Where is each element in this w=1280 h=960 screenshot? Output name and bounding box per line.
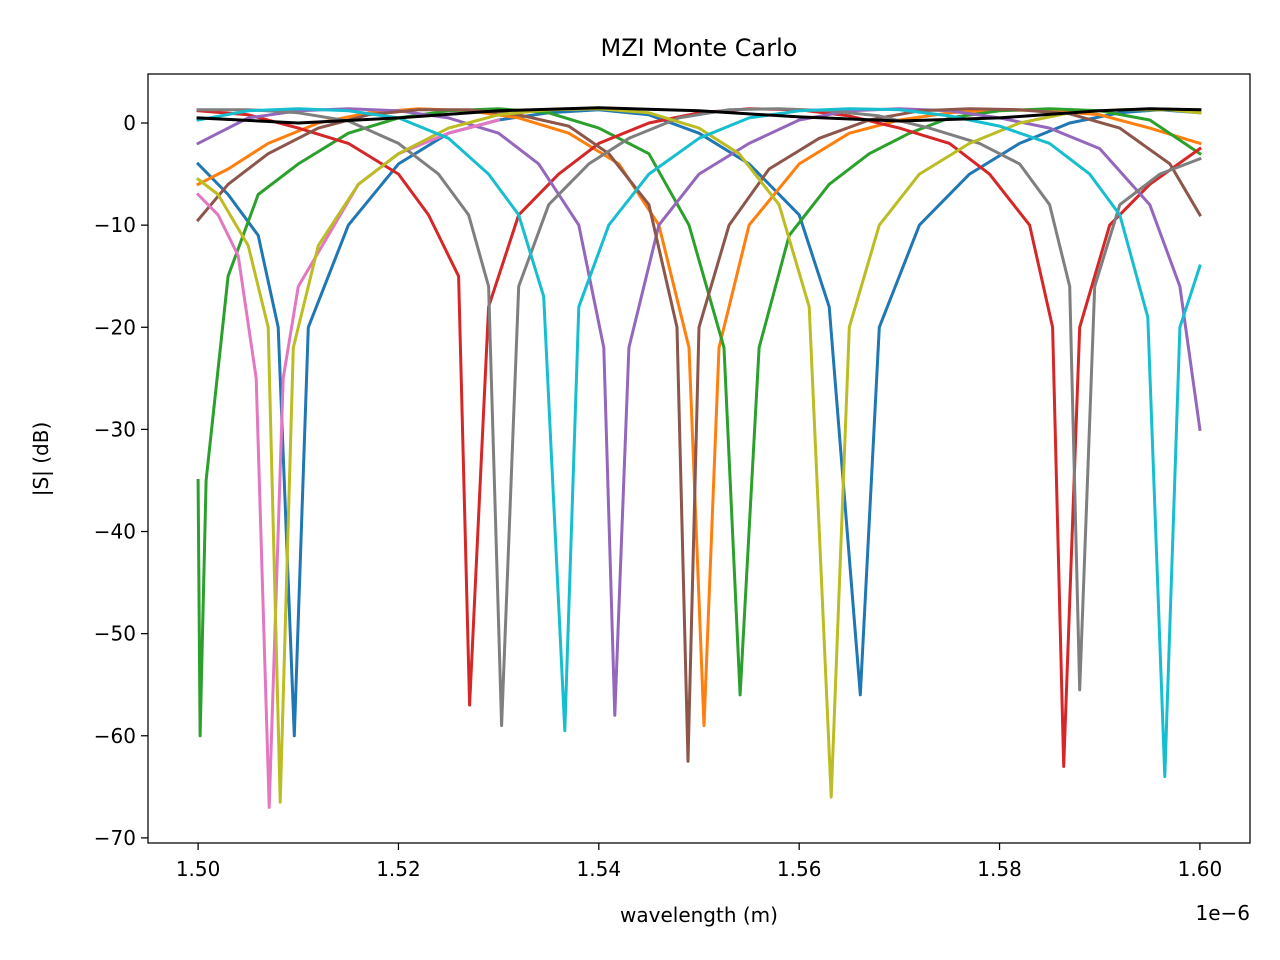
x-tick-label: 1.54 xyxy=(577,857,622,881)
y-tick-label: −10 xyxy=(94,213,136,237)
series-layer xyxy=(195,106,1202,809)
x-tick-label: 1.56 xyxy=(777,857,822,881)
x-tick-label: 1.58 xyxy=(977,857,1022,881)
x-offset-label: 1e−6 xyxy=(1195,901,1250,925)
series-line-10 xyxy=(196,107,1202,779)
series-line-1 xyxy=(195,108,1202,738)
series-line-3 xyxy=(196,107,1202,738)
y-tick-label: −20 xyxy=(94,315,136,339)
x-axis: 1.50 1.52 1.54 1.56 1.58 1.60 xyxy=(176,843,1222,881)
chart-title: MZI Monte Carlo xyxy=(601,34,798,62)
series-line-11 xyxy=(196,106,1202,125)
y-tick-label: 0 xyxy=(123,111,136,135)
y-axis-label: |S| (dB) xyxy=(29,422,53,497)
y-tick-label: −70 xyxy=(94,826,136,850)
y-tick-label: −40 xyxy=(94,520,136,544)
y-tick-label: −30 xyxy=(94,417,136,441)
series-line-4 xyxy=(196,107,1202,768)
y-tick-label: −50 xyxy=(94,622,136,646)
series-line-8 xyxy=(196,107,1202,728)
x-tick-label: 1.50 xyxy=(176,857,221,881)
y-axis: 0 −10 −20 −30 −40 −50 −60 −70 xyxy=(94,111,148,850)
y-tick-label: −60 xyxy=(94,724,136,748)
plot-frame xyxy=(147,73,1251,844)
x-tick-label: 1.52 xyxy=(376,857,421,881)
x-tick-label: 1.60 xyxy=(1178,857,1223,881)
series-line-9 xyxy=(195,107,1202,804)
x-axis-label: wavelength (m) xyxy=(620,903,778,927)
